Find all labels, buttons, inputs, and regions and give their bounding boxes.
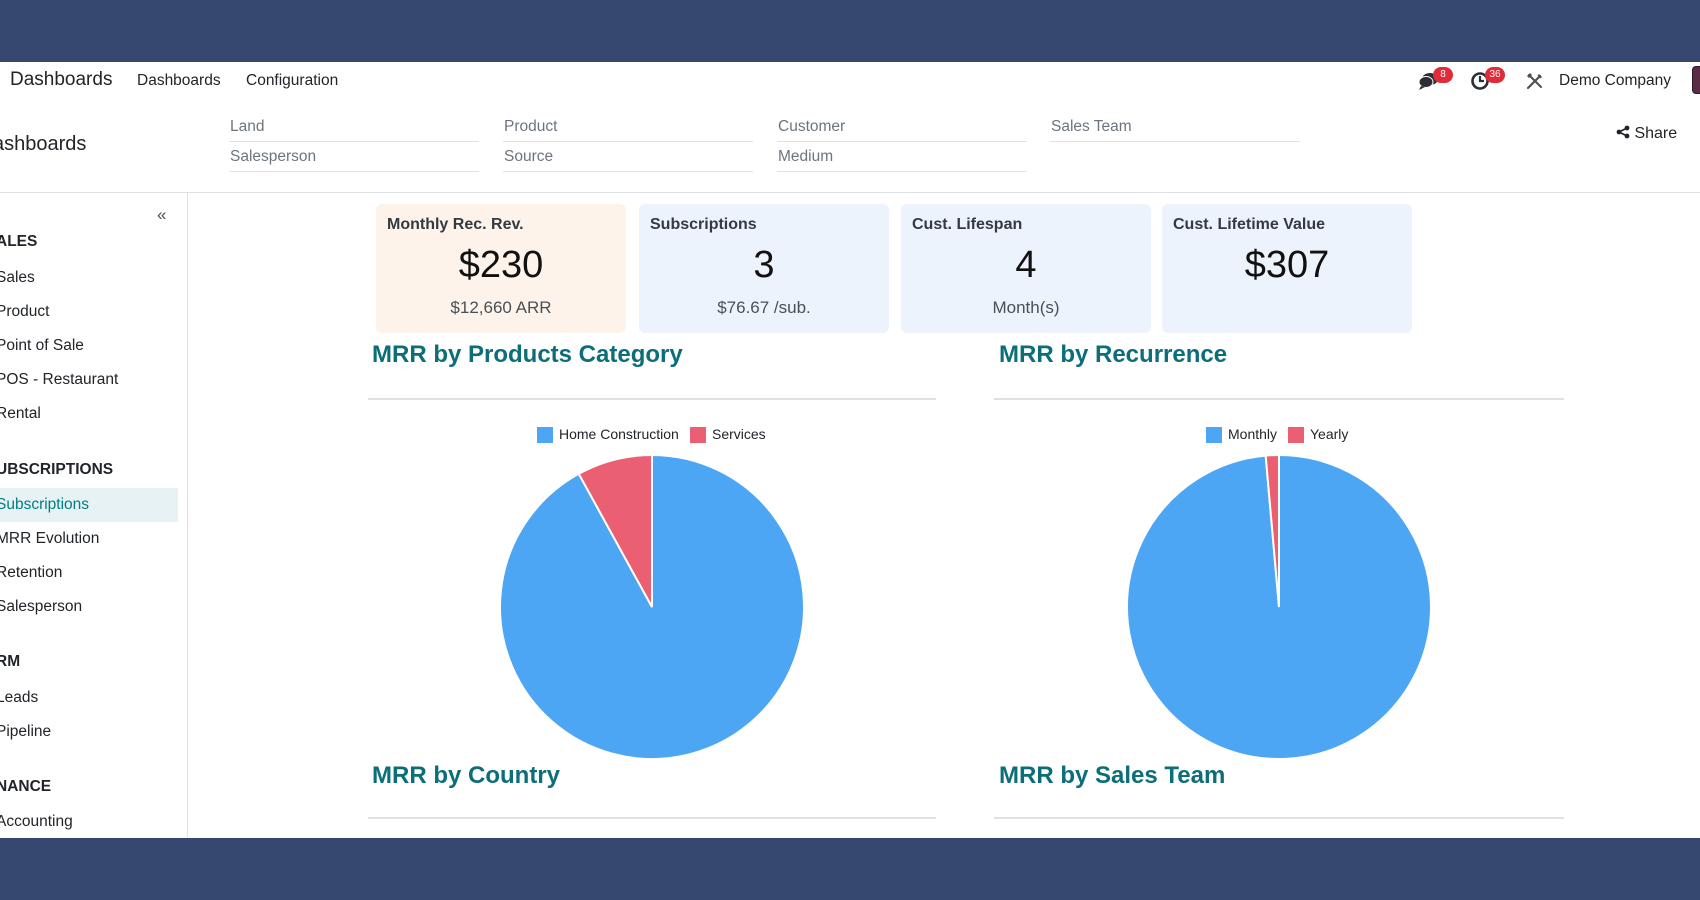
filter-salesperson[interactable]: Salesperson [229, 148, 479, 172]
sidebar-item-sales[interactable]: Sales [0, 269, 35, 286]
kpi-card-subscriptions[interactable]: Subscriptions 3 $76.67 /sub. [639, 204, 889, 333]
messages-button[interactable]: 8 [1418, 67, 1453, 92]
kpi-subtitle: $12,660 ARR [450, 298, 552, 317]
kpi-title: Monthly Rec. Rev. [387, 216, 524, 233]
section-divider [994, 817, 1564, 819]
kpi-subtitle: $76.67 /sub. [717, 298, 811, 317]
sidebar-item-product[interactable]: Product [0, 303, 50, 320]
chart-legend-category: Home Construction Services [537, 426, 787, 444]
sidebar-section-subscriptions: UBSCRIPTIONS [0, 461, 114, 478]
kpi-card-mrr[interactable]: Monthly Rec. Rev. $230 $12,660 ARR [376, 204, 626, 333]
filter-sales-team[interactable]: Sales Team [1050, 118, 1300, 142]
kpi-title: Cust. Lifetime Value [1173, 216, 1326, 233]
share-button[interactable]: Share [1616, 125, 1677, 143]
section-divider [994, 398, 1564, 400]
sidebar-item-pos-restaurant[interactable]: POS - Restaurant [0, 371, 119, 388]
filter-source[interactable]: Source [503, 148, 753, 172]
sidebar-item-leads[interactable]: Leads [0, 689, 39, 706]
section-divider [368, 817, 936, 819]
sidebar-item-salesperson[interactable]: Salesperson [0, 598, 83, 615]
section-title-category: MRR by Products Category [372, 341, 683, 368]
legend-swatch [1288, 427, 1304, 443]
tools-icon [1526, 73, 1542, 90]
pie-slice-services[interactable] [577, 453, 653, 608]
sidebar-section-finance: NANCE [0, 778, 52, 795]
filter-land[interactable]: Land [229, 118, 479, 142]
pie-chart-recurrence[interactable] [1124, 452, 1434, 762]
legend-swatch [690, 427, 706, 443]
chart-legend-recurrence: Monthly Yearly [1206, 426, 1349, 444]
dashboard-sidebar: « ALES Sales Product Point of Sale POS -… [0, 193, 188, 838]
messages-badge: 8 [1433, 67, 1453, 83]
filter-customer[interactable]: Customer [777, 118, 1027, 142]
kpi-title: Subscriptions [650, 216, 757, 233]
company-switcher[interactable]: Demo Company [1559, 72, 1671, 89]
section-title-country: MRR by Country [372, 762, 560, 789]
share-icon [1616, 125, 1630, 139]
pie-slice-yearly[interactable] [1264, 453, 1280, 608]
kpi-value: 4 [1015, 244, 1037, 286]
sidebar-item-rental[interactable]: Rental [0, 405, 41, 422]
sidebar-item-subscriptions-label: Subscriptions [0, 496, 90, 513]
section-title-sales-team: MRR by Sales Team [999, 762, 1226, 789]
sidebar-item-retention[interactable]: Retention [0, 564, 63, 581]
app-window: Dashboards Dashboards Configuration 8 36 [0, 62, 1700, 838]
section-title-recurrence: MRR by Recurrence [999, 341, 1228, 368]
sidebar-item-accounting[interactable]: Accounting [0, 813, 73, 830]
top-navbar: Dashboards Dashboards Configuration 8 36 [0, 62, 1700, 98]
kpi-value: 3 [753, 244, 775, 286]
pie-chart-category[interactable] [497, 452, 807, 762]
kpi-card-lifespan[interactable]: Cust. Lifespan 4 Month(s) [901, 204, 1151, 333]
collapse-sidebar-button[interactable]: « [157, 205, 167, 224]
sidebar-section-crm: RM [0, 653, 21, 670]
legend-label: Monthly [1228, 426, 1278, 442]
legend-swatch [1206, 427, 1222, 443]
debug-tools-button[interactable] [1525, 68, 1545, 92]
control-panel-divider [0, 192, 1700, 193]
legend-label: Yearly [1310, 426, 1349, 442]
legend-swatch [537, 427, 553, 443]
activities-badge: 36 [1485, 67, 1505, 83]
kpi-value: $230 [458, 244, 544, 286]
user-avatar[interactable] [1692, 66, 1700, 94]
page-title: ashboards [0, 133, 87, 155]
kpi-subtitle: Month(s) [992, 298, 1060, 317]
legend-label: Services [712, 426, 766, 442]
filter-medium[interactable]: Medium [777, 148, 1027, 172]
sidebar-item-pipeline[interactable]: Pipeline [0, 723, 52, 740]
menu-configuration[interactable]: Configuration [246, 72, 339, 89]
kpi-value: $307 [1244, 244, 1330, 286]
app-name[interactable]: Dashboards [10, 69, 113, 90]
kpi-title: Cust. Lifespan [912, 216, 1023, 233]
filter-product[interactable]: Product [503, 118, 753, 142]
sidebar-item-subscriptions[interactable]: Subscriptions [0, 488, 178, 522]
menu-dashboards[interactable]: Dashboards [137, 72, 221, 89]
section-divider [368, 398, 936, 400]
share-label: Share [1634, 125, 1678, 142]
kpi-card-lifetime-value[interactable]: Cust. Lifetime Value $307 [1162, 204, 1412, 333]
sidebar-item-point-of-sale[interactable]: Point of Sale [0, 337, 84, 354]
legend-label: Home Construction [559, 426, 679, 442]
activities-button[interactable]: 36 [1470, 67, 1505, 92]
sidebar-section-sales: ALES [0, 233, 38, 250]
sidebar-item-mrr-evolution[interactable]: MRR Evolution [0, 530, 100, 547]
